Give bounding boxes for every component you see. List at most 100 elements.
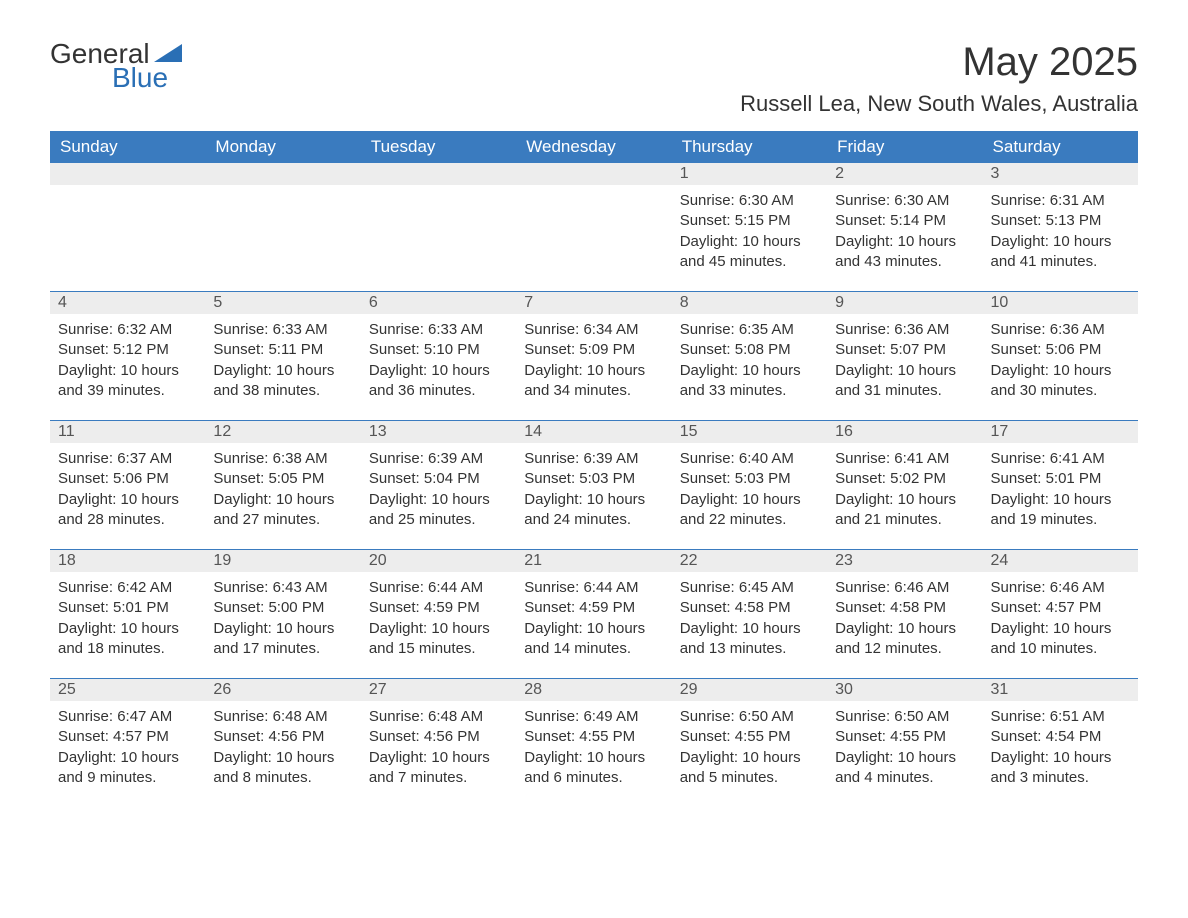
daylight-text: Daylight: 10 hours and 12 minutes. xyxy=(835,619,974,660)
day-number: 13 xyxy=(361,421,516,443)
day-data: Sunrise: 6:33 AMSunset: 5:11 PMDaylight:… xyxy=(205,314,360,411)
day-data: Sunrise: 6:48 AMSunset: 4:56 PMDaylight:… xyxy=(205,701,360,798)
sunset-text: Sunset: 5:01 PM xyxy=(58,598,197,618)
daylight-text: Daylight: 10 hours and 9 minutes. xyxy=(58,748,197,789)
calendar-cell: 22Sunrise: 6:45 AMSunset: 4:58 PMDayligh… xyxy=(672,550,827,678)
day-data: Sunrise: 6:42 AMSunset: 5:01 PMDaylight:… xyxy=(50,572,205,669)
daylight-text: Daylight: 10 hours and 22 minutes. xyxy=(680,490,819,531)
calendar-cell: 14 Sunrise: 6:39 AMSunset: 5:03 PMDayligh… xyxy=(516,421,671,549)
sunrise-text: Sunrise: 6:50 AM xyxy=(835,707,974,727)
daylight-text: Daylight: 10 hours and 3 minutes. xyxy=(991,748,1130,789)
daylight-text: Daylight: 10 hours and 33 minutes. xyxy=(680,361,819,402)
day-number: 23 xyxy=(827,550,982,572)
calendar-week: 4Sunrise: 6:32 AMSunset: 5:12 PMDaylight… xyxy=(50,291,1138,420)
calendar-cell: 17Sunrise: 6:41 AMSunset: 5:01 PMDayligh… xyxy=(983,421,1138,549)
day-number xyxy=(361,163,516,185)
sunrise-text: Sunrise: 6:50 AM xyxy=(680,707,819,727)
daylight-text: Daylight: 10 hours and 7 minutes. xyxy=(369,748,508,789)
sunrise-text: Sunrise: 6:46 AM xyxy=(835,578,974,598)
calendar-cell xyxy=(516,163,671,291)
daylight-text: Daylight: 10 hours and 14 minutes. xyxy=(524,619,663,660)
day-number: 4 xyxy=(50,292,205,314)
daylight-text: Daylight: 10 hours and 30 minutes. xyxy=(991,361,1130,402)
day-data: Sunrise: 6:31 AMSunset: 5:13 PMDaylight:… xyxy=(983,185,1138,282)
dayhead-sat: Saturday xyxy=(983,131,1138,163)
logo-word2: Blue xyxy=(112,64,182,92)
calendar-cell: 23Sunrise: 6:46 AMSunset: 4:58 PMDayligh… xyxy=(827,550,982,678)
sunset-text: Sunset: 5:03 PM xyxy=(524,469,663,489)
calendar-cell: 3Sunrise: 6:31 AMSunset: 5:13 PMDaylight… xyxy=(983,163,1138,291)
day-number: 28 xyxy=(516,679,671,701)
calendar-cell xyxy=(361,163,516,291)
day-number: 25 xyxy=(50,679,205,701)
daylight-text: Daylight: 10 hours and 4 minutes. xyxy=(835,748,974,789)
calendar-week: 25Sunrise: 6:47 AMSunset: 4:57 PMDayligh… xyxy=(50,678,1138,807)
sunrise-text: Sunrise: 6:31 AM xyxy=(991,191,1130,211)
month-title: May 2025 xyxy=(740,40,1138,85)
day-data: Sunrise: 6:37 AMSunset: 5:06 PMDaylight:… xyxy=(50,443,205,540)
daylight-text: Daylight: 10 hours and 24 minutes. xyxy=(524,490,663,531)
day-data: Sunrise: 6:30 AMSunset: 5:15 PMDaylight:… xyxy=(672,185,827,282)
logo: General Blue xyxy=(50,40,182,92)
sunrise-text: Sunrise: 6:48 AM xyxy=(369,707,508,727)
calendar-cell: 8Sunrise: 6:35 AMSunset: 5:08 PMDaylight… xyxy=(672,292,827,420)
calendar-cell xyxy=(205,163,360,291)
calendar-cell: 2Sunrise: 6:30 AMSunset: 5:14 PMDaylight… xyxy=(827,163,982,291)
sunset-text: Sunset: 5:12 PM xyxy=(58,340,197,360)
daylight-text: Daylight: 10 hours and 21 minutes. xyxy=(835,490,974,531)
sunset-text: Sunset: 4:57 PM xyxy=(58,727,197,747)
day-data: Sunrise: 6:38 AMSunset: 5:05 PMDaylight:… xyxy=(205,443,360,540)
sunrise-text: Sunrise: 6:51 AM xyxy=(991,707,1130,727)
sunset-text: Sunset: 4:57 PM xyxy=(991,598,1130,618)
sunset-text: Sunset: 5:14 PM xyxy=(835,211,974,231)
day-number: 10 xyxy=(983,292,1138,314)
calendar-cell: 7Sunrise: 6:34 AMSunset: 5:09 PMDaylight… xyxy=(516,292,671,420)
calendar-cell: 15Sunrise: 6:40 AMSunset: 5:03 PMDayligh… xyxy=(672,421,827,549)
dayhead-fri: Friday xyxy=(827,131,982,163)
day-number: 21 xyxy=(516,550,671,572)
day-data: Sunrise: 6:36 AMSunset: 5:06 PMDaylight:… xyxy=(983,314,1138,411)
sunrise-text: Sunrise: 6:37 AM xyxy=(58,449,197,469)
sunrise-text: Sunrise: 6:42 AM xyxy=(58,578,197,598)
sunrise-text: Sunrise: 6:43 AM xyxy=(213,578,352,598)
day-data: Sunrise: 6:34 AMSunset: 5:09 PMDaylight:… xyxy=(516,314,671,411)
sunset-text: Sunset: 5:11 PM xyxy=(213,340,352,360)
daylight-text: Daylight: 10 hours and 5 minutes. xyxy=(680,748,819,789)
day-data: Sunrise: 6:43 AMSunset: 5:00 PMDaylight:… xyxy=(205,572,360,669)
daylight-text: Daylight: 10 hours and 38 minutes. xyxy=(213,361,352,402)
sunset-text: Sunset: 4:54 PM xyxy=(991,727,1130,747)
daylight-text: Daylight: 10 hours and 39 minutes. xyxy=(58,361,197,402)
calendar-cell: 30Sunrise: 6:50 AMSunset: 4:55 PMDayligh… xyxy=(827,679,982,807)
sunrise-text: Sunrise: 6:41 AM xyxy=(991,449,1130,469)
sunrise-text: Sunrise: 6:39 AM xyxy=(524,449,663,469)
calendar-cell xyxy=(50,163,205,291)
daylight-text: Daylight: 10 hours and 45 minutes. xyxy=(680,232,819,273)
calendar-week: 11Sunrise: 6:37 AMSunset: 5:06 PMDayligh… xyxy=(50,420,1138,549)
sunrise-text: Sunrise: 6:30 AM xyxy=(835,191,974,211)
day-number: 7 xyxy=(516,292,671,314)
daylight-text: Daylight: 10 hours and 10 minutes. xyxy=(991,619,1130,660)
dayhead-sun: Sunday xyxy=(50,131,205,163)
sunrise-text: Sunrise: 6:40 AM xyxy=(680,449,819,469)
daylight-text: Daylight: 10 hours and 27 minutes. xyxy=(213,490,352,531)
logo-text-block: General Blue xyxy=(50,40,182,92)
sunset-text: Sunset: 4:56 PM xyxy=(213,727,352,747)
title-block: May 2025 Russell Lea, New South Wales, A… xyxy=(740,40,1138,117)
sunset-text: Sunset: 5:13 PM xyxy=(991,211,1130,231)
dayhead-mon: Monday xyxy=(205,131,360,163)
sunrise-text: Sunrise: 6:48 AM xyxy=(213,707,352,727)
calendar-cell: 5Sunrise: 6:33 AMSunset: 5:11 PMDaylight… xyxy=(205,292,360,420)
day-data: Sunrise: 6:33 AMSunset: 5:10 PMDaylight:… xyxy=(361,314,516,411)
sunrise-text: Sunrise: 6:41 AM xyxy=(835,449,974,469)
sunset-text: Sunset: 4:59 PM xyxy=(369,598,508,618)
day-data: Sunrise: 6:45 AMSunset: 4:58 PMDaylight:… xyxy=(672,572,827,669)
day-number: 26 xyxy=(205,679,360,701)
day-number: 27 xyxy=(361,679,516,701)
day-number: 16 xyxy=(827,421,982,443)
sunrise-text: Sunrise: 6:36 AM xyxy=(991,320,1130,340)
calendar-cell: 6Sunrise: 6:33 AMSunset: 5:10 PMDaylight… xyxy=(361,292,516,420)
calendar-cell: 10Sunrise: 6:36 AMSunset: 5:06 PMDayligh… xyxy=(983,292,1138,420)
day-number: 14 xyxy=(516,421,671,443)
sunset-text: Sunset: 5:09 PM xyxy=(524,340,663,360)
day-number: 1 xyxy=(672,163,827,185)
